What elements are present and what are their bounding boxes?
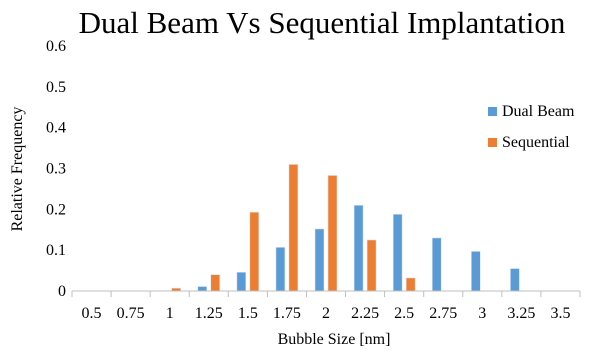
- x-tick-label: 1: [166, 305, 174, 322]
- x-axis-ticks: 0.5 0.75 1 1.25 1.5 1.75 2 2.25 2.5 2.75 3 3.25 3.5: [71, 291, 581, 322]
- y-tick-label: 0.5: [46, 79, 66, 96]
- x-tick-label: 1.75: [273, 305, 301, 322]
- x-tick-label: 3: [478, 305, 486, 322]
- dual-beam-bar: [275, 247, 286, 292]
- sequential-bar: [249, 211, 260, 292]
- dual-beam-bar: [314, 228, 325, 292]
- x-tick-label: 1.5: [238, 305, 258, 322]
- x-tick-label: 3.5: [550, 305, 570, 322]
- legend-label: Sequential: [502, 134, 570, 151]
- x-tick-label: 2.75: [429, 305, 457, 322]
- dual-beam-bar: [431, 237, 442, 292]
- x-tick-label: 0.5: [82, 305, 102, 322]
- x-tick-label: 1.25: [195, 305, 223, 322]
- x-tick-label: 2.5: [394, 305, 414, 322]
- y-tick-label: 0: [58, 283, 66, 300]
- x-axis-label: Bubble Size [nm]: [278, 331, 391, 348]
- dual-beam-bar: [392, 213, 403, 292]
- sequential-bar: [210, 274, 221, 292]
- x-tick-label: 0.75: [117, 305, 145, 322]
- x-tick-label: 3.25: [507, 305, 535, 322]
- y-axis-ticks: 0 0.1 0.2 0.3 0.4 0.5 0.6: [46, 38, 66, 300]
- legend: Dual Beam Sequential: [488, 103, 575, 151]
- y-tick-label: 0.6: [46, 38, 66, 55]
- y-tick-label: 0.4: [46, 120, 66, 137]
- dual-beam-bar: [471, 251, 481, 292]
- dual-beam-bar: [197, 286, 208, 292]
- legend-label: Dual Beam: [502, 103, 575, 120]
- x-tick-label: 2.25: [351, 305, 379, 322]
- dual-beam-bar: [510, 268, 520, 292]
- y-tick-label: 0.1: [46, 242, 66, 259]
- bars-group: [171, 164, 520, 292]
- sequential-bar: [366, 239, 377, 292]
- x-tick-label: 2: [322, 305, 330, 322]
- dual-beam-bar: [353, 204, 364, 292]
- legend-swatch: [488, 107, 497, 116]
- y-tick-label: 0.2: [46, 201, 66, 218]
- dual-beam-bar: [236, 271, 247, 292]
- sequential-bar: [288, 164, 299, 292]
- legend-swatch: [488, 138, 497, 147]
- sequential-bar: [405, 277, 416, 292]
- sequential-bar: [327, 175, 338, 292]
- y-axis-label: Relative Frequency: [9, 107, 26, 232]
- chart-title: Dual Beam Vs Sequential Implantation: [79, 5, 566, 40]
- y-tick-label: 0.3: [46, 161, 66, 178]
